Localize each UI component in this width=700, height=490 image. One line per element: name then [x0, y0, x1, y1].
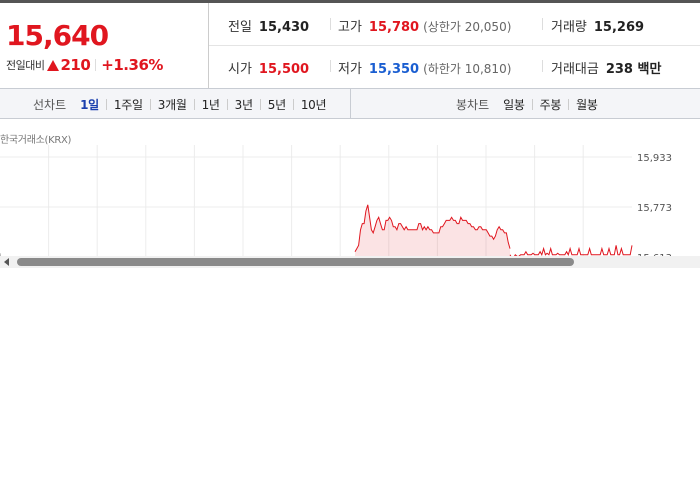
- low-label: 저가: [338, 62, 362, 77]
- top-border: [0, 0, 700, 3]
- open-value: 15,500: [258, 62, 310, 77]
- line-chart-periods: 선차트 1일 1주일 3개월 1년 3년 5년 10년: [0, 89, 351, 118]
- tab-5y[interactable]: 5년: [267, 98, 286, 112]
- up-triangle-icon: [47, 59, 60, 71]
- chart-svg: 15,933 15,773 15,613: [0, 145, 672, 256]
- trade-value: 거래대금 238 백만: [551, 58, 661, 77]
- volume-label: 거래량: [551, 20, 587, 35]
- change-value: 210: [60, 56, 91, 74]
- lower-limit: (하한가 10,810): [423, 62, 512, 76]
- quote-info: 전일 15,430 고가 15,780 (상한가 20,050) 거래량 15,269 …: [208, 3, 700, 88]
- series-area: [355, 204, 510, 256]
- divider: [149, 99, 151, 110]
- prev-close: 전일 15,430: [228, 16, 309, 35]
- low-value: 15,350: [368, 62, 420, 77]
- prev-close-value: 15,430: [258, 20, 310, 35]
- divider: [330, 60, 331, 72]
- upper-limit: (상한가 20,050): [423, 20, 512, 34]
- divider: [105, 99, 107, 110]
- divider: [292, 99, 294, 110]
- data-source: 한국거래소(KRX): [0, 135, 72, 146]
- divider: [542, 18, 543, 30]
- high-price: 고가 15,780 (상한가 20,050): [338, 16, 511, 35]
- quote-row: 시가 15,500 저가 15,350 (하한가 10,810) 거래대금 238 백만: [209, 45, 700, 87]
- low-price: 저가 15,350 (하한가 10,810): [338, 58, 511, 77]
- candle-chart-periods: 봉차트 일봉 주봉 월봉: [350, 89, 700, 118]
- open-label: 시가: [228, 62, 252, 77]
- tab-10y[interactable]: 10년: [300, 98, 327, 112]
- chart-period-bar: 선차트 1일 1주일 3개월 1년 3년 5년 10년 봉차트 일봉 주봉 월봉: [0, 88, 700, 119]
- prev-close-label: 전일: [228, 20, 252, 35]
- trade-value-label: 거래대금: [551, 62, 599, 77]
- tab-weekly-candle[interactable]: 주봉: [539, 98, 562, 112]
- high-value: 15,780: [368, 20, 420, 35]
- divider: [542, 60, 543, 72]
- tab-1y[interactable]: 1년: [201, 98, 220, 112]
- tab-1w[interactable]: 1주일: [113, 98, 143, 112]
- scroll-left-arrow-icon[interactable]: [4, 258, 9, 266]
- horizontal-scrollbar[interactable]: [0, 256, 700, 268]
- y-tick-label: 15,613: [637, 253, 672, 256]
- change-percent: +1.36%: [101, 56, 163, 74]
- series-line: [509, 245, 633, 256]
- tab-1d[interactable]: 1일: [80, 98, 99, 112]
- candle-chart-title: 봉차트: [456, 98, 490, 112]
- tab-3m[interactable]: 3개월: [157, 98, 187, 112]
- tab-daily-candle[interactable]: 일봉: [503, 98, 525, 112]
- divider: [259, 99, 261, 110]
- trade-value-amount: 238 백만: [605, 62, 662, 77]
- divider: [330, 18, 331, 30]
- divider: [193, 99, 195, 110]
- price-chart: 15,933 15,773 15,613: [0, 145, 700, 256]
- divider: [568, 99, 570, 110]
- divider: [226, 99, 228, 110]
- y-tick-label: 15,773: [637, 203, 672, 214]
- tab-3y[interactable]: 3년: [234, 98, 253, 112]
- series-line: [354, 204, 511, 252]
- change-row: 전일대비 210 +1.36%: [6, 56, 163, 74]
- quote-row: 전일 15,430 고가 15,780 (상한가 20,050) 거래량 15,269: [209, 3, 700, 46]
- scrollbar-thumb[interactable]: [17, 258, 574, 266]
- divider: [531, 99, 533, 110]
- change-label: 전일대비: [6, 59, 45, 72]
- current-price: 15,640: [6, 19, 109, 52]
- y-tick-label: 15,933: [637, 153, 672, 164]
- high-label: 고가: [338, 20, 362, 35]
- candle-chart-tabs: 봉차트 일봉 주봉 월봉: [456, 96, 598, 113]
- line-chart-tabs: 선차트 1일 1주일 3개월 1년 3년 5년 10년: [33, 96, 327, 113]
- open-price: 시가 15,500: [228, 58, 309, 77]
- volume-value: 15,269: [593, 20, 645, 35]
- line-chart-title: 선차트: [33, 98, 67, 112]
- volume: 거래량 15,269: [551, 16, 644, 35]
- price-summary: 15,640 전일대비 210 +1.36%: [0, 3, 208, 88]
- tab-monthly-candle[interactable]: 월봉: [576, 98, 598, 112]
- divider: [95, 59, 97, 71]
